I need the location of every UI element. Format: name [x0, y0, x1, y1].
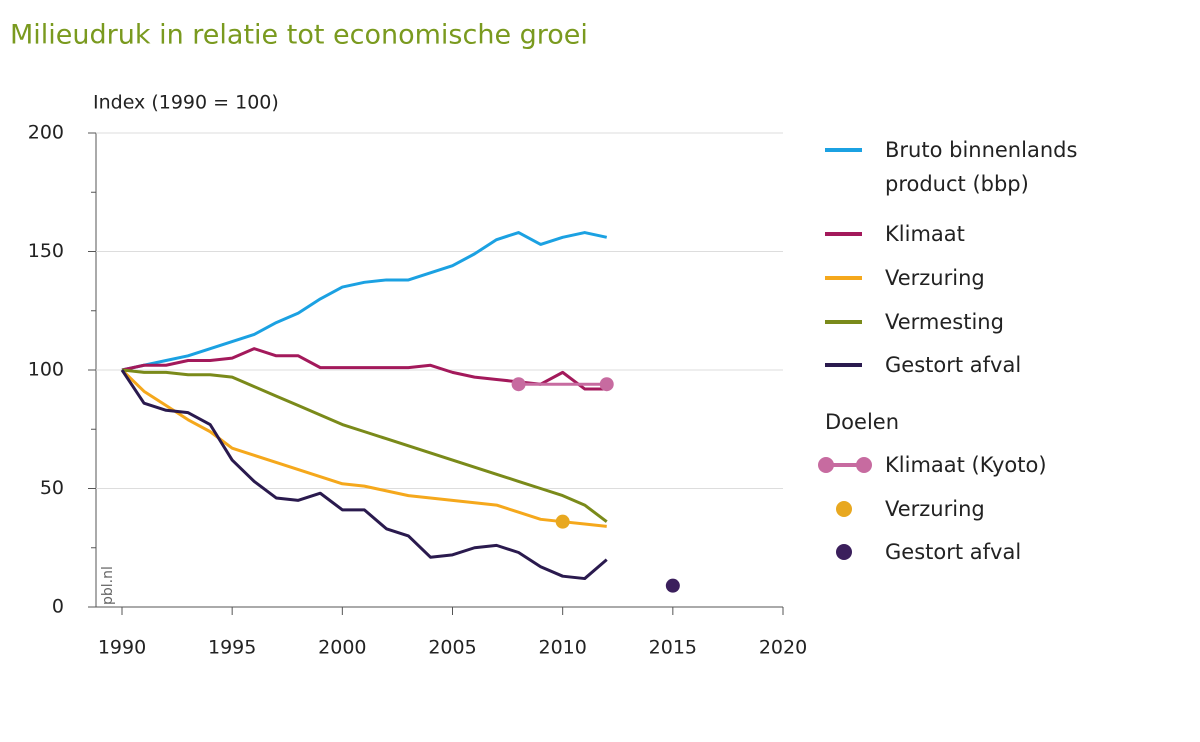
x-tick-label: 2020: [759, 637, 807, 659]
chart-title: Milieudruk in relatie tot economische gr…: [10, 20, 588, 51]
y-tick-label: 100: [28, 359, 64, 381]
series-line: [121, 347, 607, 391]
series-line: [120, 368, 607, 528]
y-tick-label: 50: [40, 477, 64, 499]
x-tick-label: 2000: [318, 637, 366, 659]
legend-swatch: [856, 457, 872, 473]
x-tick-label: 1995: [208, 637, 256, 659]
legend-label: Klimaat: [885, 222, 965, 246]
legend-label: Gestort afval: [885, 540, 1022, 564]
series-line: [121, 231, 608, 372]
legend-swatch: [818, 457, 834, 473]
legend-label: Klimaat (Kyoto): [885, 453, 1047, 477]
watermark: pbl.nl: [100, 566, 116, 605]
y-tick-label: 0: [52, 596, 64, 618]
legend-swatch: [825, 232, 862, 236]
legend-swatch: [836, 501, 852, 517]
legend-section-title: Doelen: [825, 410, 900, 434]
legend-swatch: [825, 320, 862, 324]
y-tick-label: 200: [28, 122, 64, 144]
y-tick-label: 150: [28, 240, 64, 262]
legend-label: Gestort afval: [885, 353, 1022, 377]
target-dot: [555, 514, 570, 529]
series-line: [121, 368, 608, 523]
y-axis-label: Index (1990 = 100): [93, 92, 279, 114]
legend-label: Vermesting: [885, 310, 1004, 334]
legend-swatch: [836, 544, 852, 560]
legend-label: Verzuring: [885, 497, 985, 521]
legend-swatch: [825, 363, 862, 367]
x-tick-label: 2010: [538, 637, 586, 659]
x-tick-label: 2005: [428, 637, 476, 659]
legend-swatch: [825, 148, 862, 152]
legend-label: Verzuring: [885, 266, 985, 290]
legend-swatch: [825, 463, 865, 467]
legend-swatch: [825, 276, 862, 280]
x-tick-label: 1990: [98, 637, 146, 659]
target-dot: [511, 377, 526, 392]
series-line: [120, 369, 608, 581]
target-dot: [665, 578, 680, 593]
x-tick-label: 2015: [649, 637, 697, 659]
legend-label: Bruto binnenlands product (bbp): [885, 138, 1078, 196]
target-dot: [599, 377, 614, 392]
